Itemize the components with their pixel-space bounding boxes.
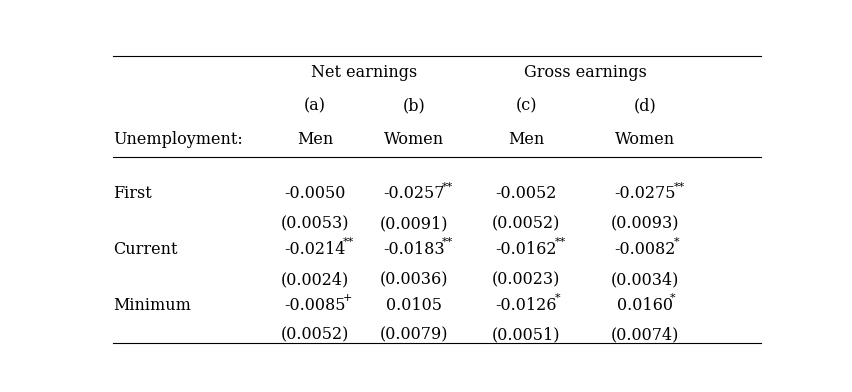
Text: -0.0214: -0.0214 — [284, 241, 345, 258]
Text: -0.0050: -0.0050 — [284, 185, 345, 202]
Text: (0.0052): (0.0052) — [280, 327, 348, 344]
Text: (0.0034): (0.0034) — [611, 271, 679, 288]
Text: *: * — [669, 293, 675, 303]
Text: -0.0275: -0.0275 — [614, 185, 676, 202]
Text: (d): (d) — [633, 97, 656, 114]
Text: -0.0183: -0.0183 — [383, 241, 444, 258]
Text: 0.0105: 0.0105 — [386, 297, 441, 314]
Text: Unemployment:: Unemployment: — [113, 131, 243, 148]
Text: 0.0160: 0.0160 — [617, 297, 672, 314]
Text: Net earnings: Net earnings — [311, 64, 417, 81]
Text: **: ** — [673, 181, 684, 191]
Text: (0.0074): (0.0074) — [611, 327, 679, 344]
Text: (0.0079): (0.0079) — [379, 327, 448, 344]
Text: **: ** — [343, 237, 354, 247]
Text: Women: Women — [614, 131, 675, 148]
Text: Men: Men — [508, 131, 544, 148]
Text: (0.0024): (0.0024) — [280, 271, 348, 288]
Text: **: ** — [441, 181, 453, 191]
Text: (a): (a) — [303, 97, 325, 114]
Text: (0.0036): (0.0036) — [379, 271, 448, 288]
Text: (0.0091): (0.0091) — [379, 215, 448, 232]
Text: -0.0082: -0.0082 — [614, 241, 676, 258]
Text: (0.0093): (0.0093) — [610, 215, 679, 232]
Text: *: * — [673, 237, 678, 247]
Text: -0.0052: -0.0052 — [495, 185, 556, 202]
Text: +: + — [343, 293, 352, 303]
Text: -0.0126: -0.0126 — [495, 297, 556, 314]
Text: Minimum: Minimum — [113, 297, 191, 314]
Text: -0.0085: -0.0085 — [284, 297, 345, 314]
Text: **: ** — [554, 237, 565, 247]
Text: -0.0162: -0.0162 — [495, 241, 556, 258]
Text: Men: Men — [296, 131, 332, 148]
Text: -0.0257: -0.0257 — [383, 185, 444, 202]
Text: (0.0052): (0.0052) — [492, 215, 560, 232]
Text: (0.0053): (0.0053) — [280, 215, 348, 232]
Text: (0.0051): (0.0051) — [492, 327, 560, 344]
Text: (0.0023): (0.0023) — [492, 271, 560, 288]
Text: Gross earnings: Gross earnings — [524, 64, 647, 81]
Text: **: ** — [441, 237, 453, 247]
Text: (c): (c) — [515, 97, 537, 114]
Text: (b): (b) — [402, 97, 425, 114]
Text: *: * — [554, 293, 560, 303]
Text: Current: Current — [113, 241, 177, 258]
Text: Women: Women — [383, 131, 444, 148]
Text: First: First — [113, 185, 152, 202]
